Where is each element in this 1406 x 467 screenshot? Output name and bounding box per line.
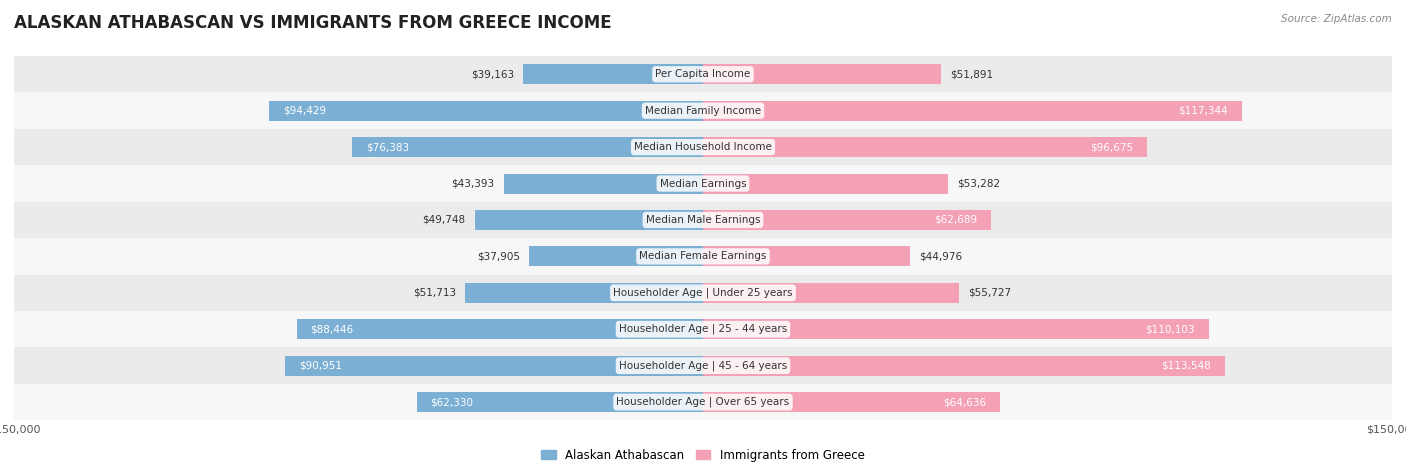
Bar (416, 392, 703, 412)
Text: Householder Age | 45 - 64 years: Householder Age | 45 - 64 years (619, 361, 787, 371)
Bar (703, 137, 1147, 157)
Text: $110,103: $110,103 (1146, 324, 1195, 334)
Bar (352, 137, 703, 157)
Bar (523, 64, 703, 84)
Bar (297, 319, 703, 339)
Bar (703, 356, 1225, 375)
Text: $94,429: $94,429 (283, 106, 326, 116)
Text: $49,748: $49,748 (422, 215, 465, 225)
Text: Source: ZipAtlas.com: Source: ZipAtlas.com (1281, 14, 1392, 24)
Text: $43,393: $43,393 (451, 178, 495, 189)
Bar (474, 210, 703, 230)
Bar (14, 92, 1392, 129)
Bar (703, 64, 942, 84)
Text: Median Earnings: Median Earnings (659, 178, 747, 189)
Bar (14, 56, 1392, 92)
Text: Householder Age | Over 65 years: Householder Age | Over 65 years (616, 397, 790, 407)
Text: $96,675: $96,675 (1090, 142, 1133, 152)
Bar (703, 283, 959, 303)
Bar (14, 165, 1392, 202)
Text: Median Male Earnings: Median Male Earnings (645, 215, 761, 225)
Text: ALASKAN ATHABASCAN VS IMMIGRANTS FROM GREECE INCOME: ALASKAN ATHABASCAN VS IMMIGRANTS FROM GR… (14, 14, 612, 32)
Bar (703, 319, 1209, 339)
Bar (14, 238, 1392, 275)
Text: Per Capita Income: Per Capita Income (655, 69, 751, 79)
Text: $51,713: $51,713 (413, 288, 457, 298)
Text: $88,446: $88,446 (311, 324, 354, 334)
Bar (465, 283, 703, 303)
Bar (285, 356, 703, 375)
Bar (703, 210, 991, 230)
Bar (703, 101, 1241, 120)
Text: $51,891: $51,891 (950, 69, 994, 79)
Text: Householder Age | 25 - 44 years: Householder Age | 25 - 44 years (619, 324, 787, 334)
Text: $113,548: $113,548 (1161, 361, 1211, 371)
Bar (703, 247, 910, 266)
Text: $64,636: $64,636 (943, 397, 986, 407)
Text: Median Female Earnings: Median Female Earnings (640, 251, 766, 262)
Text: $62,689: $62,689 (934, 215, 977, 225)
Text: Median Family Income: Median Family Income (645, 106, 761, 116)
Text: $53,282: $53,282 (957, 178, 1000, 189)
Text: Median Household Income: Median Household Income (634, 142, 772, 152)
Legend: Alaskan Athabascan, Immigrants from Greece: Alaskan Athabascan, Immigrants from Gree… (541, 449, 865, 462)
Bar (703, 174, 948, 193)
Bar (14, 275, 1392, 311)
Text: $62,330: $62,330 (430, 397, 474, 407)
Text: Householder Age | Under 25 years: Householder Age | Under 25 years (613, 288, 793, 298)
Bar (14, 347, 1392, 384)
Text: $117,344: $117,344 (1178, 106, 1229, 116)
Bar (270, 101, 703, 120)
Bar (14, 129, 1392, 165)
Text: $37,905: $37,905 (477, 251, 520, 262)
Text: $55,727: $55,727 (969, 288, 1011, 298)
Text: $44,976: $44,976 (918, 251, 962, 262)
Text: $76,383: $76,383 (366, 142, 409, 152)
Bar (503, 174, 703, 193)
Bar (529, 247, 703, 266)
Text: $90,951: $90,951 (299, 361, 342, 371)
Bar (703, 392, 1000, 412)
Bar (14, 202, 1392, 238)
Text: $39,163: $39,163 (471, 69, 515, 79)
Bar (14, 384, 1392, 420)
Bar (14, 311, 1392, 347)
